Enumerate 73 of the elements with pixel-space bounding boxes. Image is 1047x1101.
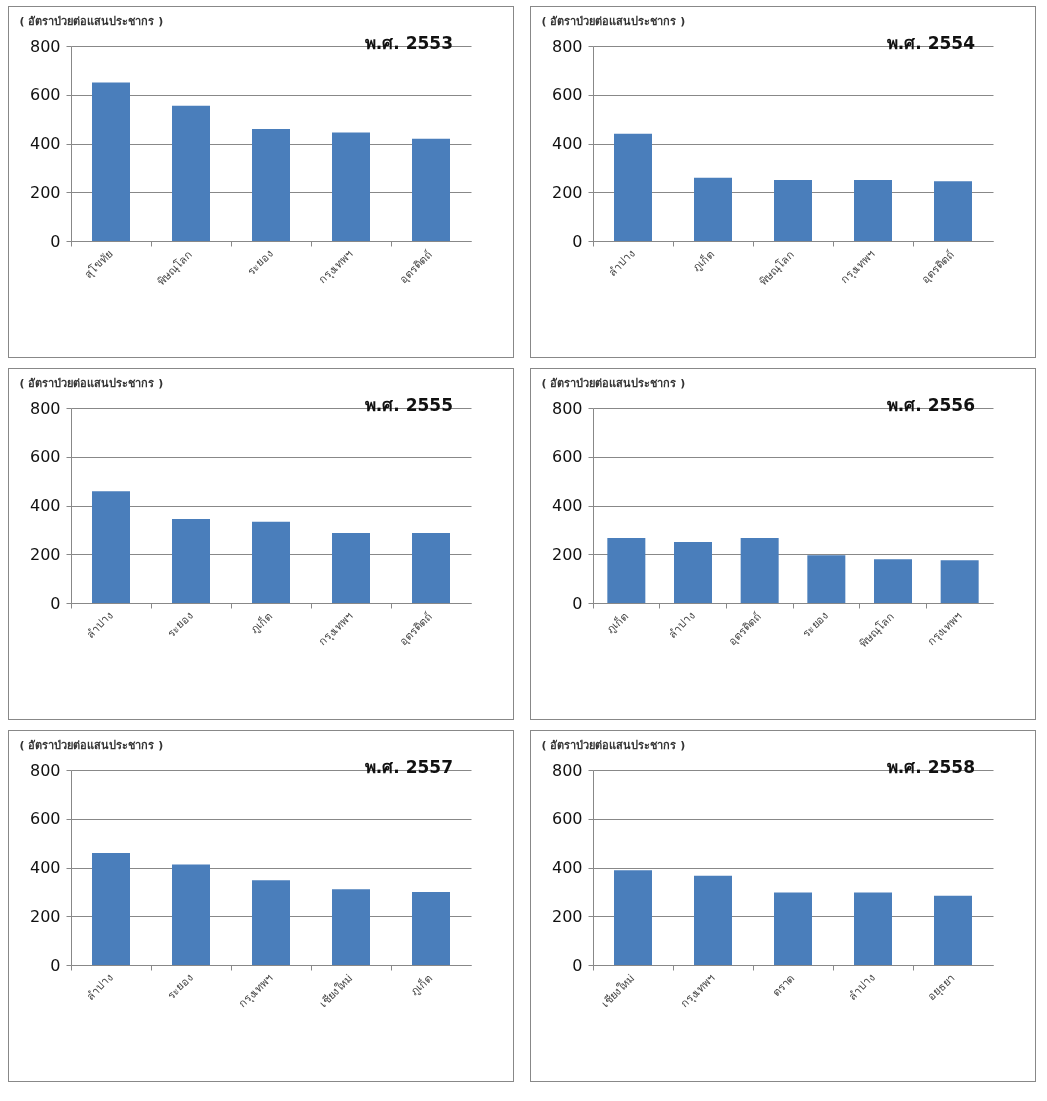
bar	[332, 132, 370, 241]
y-tick-label: 200	[551, 182, 583, 202]
y-axis-title: ( อัตราป่วยต่อแสนประชากร )	[541, 14, 686, 28]
y-tick-label: 600	[551, 85, 583, 105]
y-tick-label: 800	[29, 36, 61, 56]
y-tick-label: 200	[551, 906, 583, 926]
bar	[92, 852, 130, 965]
y-tick-label: 200	[29, 182, 61, 202]
bar	[934, 181, 972, 241]
y-tick-label: 400	[29, 858, 61, 877]
y-tick-label: 400	[29, 496, 61, 515]
y-tick-label: 800	[29, 760, 61, 780]
bar	[252, 128, 290, 241]
bar	[172, 864, 210, 965]
y-tick-label: 800	[551, 398, 583, 418]
chart-title: พ.ศ. 2558	[886, 757, 975, 777]
y-axis-title: ( อัตราป่วยต่อแสนประชากร )	[19, 14, 164, 28]
bar	[774, 180, 812, 241]
bar	[332, 533, 370, 603]
bar	[807, 555, 846, 603]
y-tick-label: 400	[29, 134, 61, 153]
y-tick-label: 800	[551, 760, 583, 780]
bar	[774, 892, 812, 965]
bar	[332, 889, 370, 965]
bar	[614, 870, 652, 965]
y-axis-title: ( อัตราป่วยต่อแสนประชากร )	[19, 376, 164, 390]
y-tick-label: 600	[551, 809, 583, 829]
bar	[412, 533, 450, 603]
bar	[614, 133, 652, 241]
y-tick-label: 0	[572, 593, 583, 613]
y-tick-label: 0	[50, 593, 61, 613]
y-tick-label: 800	[29, 398, 61, 418]
y-tick-label: 0	[572, 231, 583, 251]
y-tick-label: 200	[29, 544, 61, 564]
bar	[694, 875, 732, 965]
bar	[740, 537, 779, 603]
bar	[252, 521, 290, 603]
bar	[674, 542, 712, 603]
y-tick-label: 400	[551, 134, 583, 153]
bar	[92, 491, 130, 603]
y-tick-label: 200	[551, 544, 583, 564]
chart-title: พ.ศ. 2556	[886, 395, 975, 415]
y-tick-label: 0	[50, 955, 61, 975]
bar	[412, 892, 450, 965]
bar	[940, 560, 979, 603]
chart-title: พ.ศ. 2553	[364, 33, 453, 53]
bar	[252, 880, 290, 965]
bar	[607, 537, 646, 603]
bar	[412, 138, 450, 241]
y-tick-label: 600	[29, 85, 61, 105]
bar	[854, 180, 892, 241]
chart-title: พ.ศ. 2554	[886, 33, 976, 53]
bar	[172, 518, 210, 603]
y-tick-label: 0	[572, 955, 583, 975]
chart-title: พ.ศ. 2555	[364, 395, 453, 415]
bar	[854, 892, 892, 965]
bar	[694, 177, 732, 241]
bar	[874, 559, 912, 603]
y-axis-title: ( อัตราป่วยต่อแสนประชากร )	[541, 376, 686, 390]
y-tick-label: 400	[551, 858, 583, 877]
chart-title: พ.ศ. 2557	[364, 757, 453, 777]
y-tick-label: 200	[29, 906, 61, 926]
y-axis-title: ( อัตราป่วยต่อแสนประชากร )	[541, 738, 686, 752]
y-axis-title: ( อัตราป่วยต่อแสนประชากร )	[19, 738, 164, 752]
y-tick-label: 0	[50, 231, 61, 251]
y-tick-label: 400	[551, 496, 583, 515]
y-tick-label: 800	[551, 36, 583, 56]
bar	[934, 895, 972, 965]
y-tick-label: 600	[551, 447, 583, 467]
y-tick-label: 600	[29, 447, 61, 467]
bar	[92, 82, 130, 241]
bar	[172, 105, 210, 241]
y-tick-label: 600	[29, 809, 61, 829]
